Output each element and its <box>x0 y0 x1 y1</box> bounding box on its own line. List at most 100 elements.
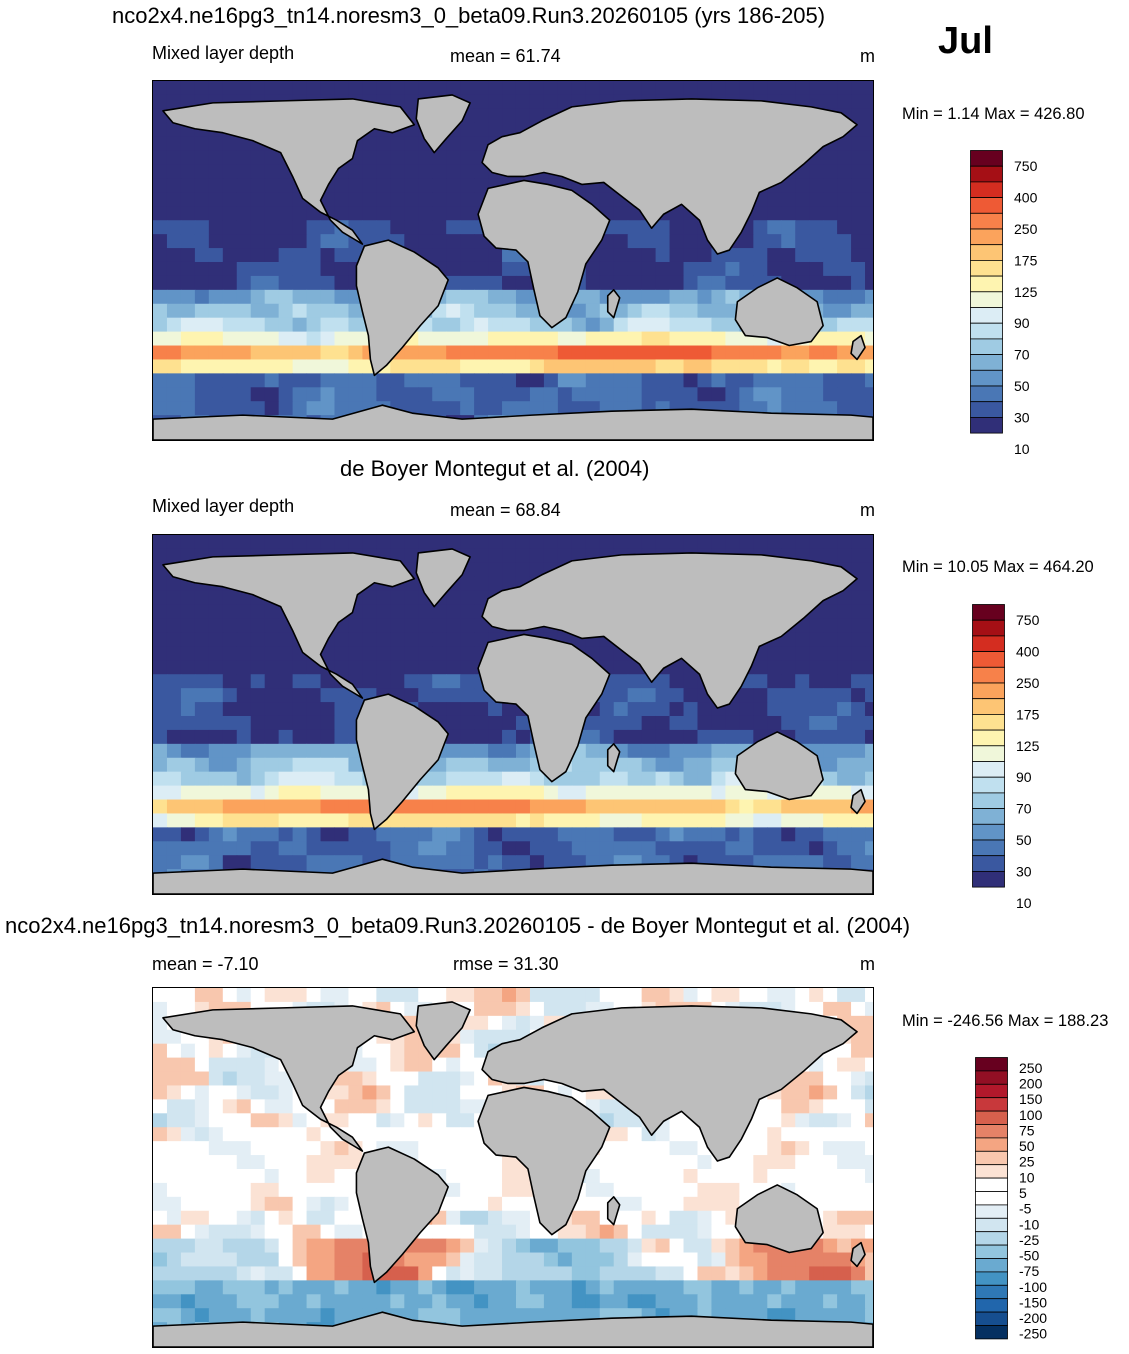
ocean-cell <box>837 359 852 374</box>
ocean-cell <box>641 813 657 828</box>
ocean-cell <box>320 1099 335 1114</box>
ocean-cell <box>474 81 489 96</box>
ocean-cell <box>795 632 810 647</box>
ocean-cell <box>250 1210 266 1226</box>
ocean-cell <box>613 988 629 1003</box>
ocean-cell <box>641 1196 657 1212</box>
ocean-cell <box>683 1182 698 1198</box>
ocean-cell <box>348 535 363 550</box>
ocean-cell <box>348 1266 363 1281</box>
ocean-cell <box>222 785 238 801</box>
ocean-cell <box>809 387 824 402</box>
colorbar-swatch <box>975 1110 1008 1125</box>
ocean-cell <box>571 785 587 801</box>
landmass-greenland <box>415 548 471 608</box>
ocean-cell <box>543 855 559 870</box>
ocean-cell <box>557 1001 573 1017</box>
ocean-cell <box>306 289 322 305</box>
ocean-cell <box>571 1280 587 1295</box>
ocean-cell <box>474 562 489 578</box>
ocean-cell <box>180 841 196 856</box>
panel1-variable-label: Mixed layer depth <box>152 43 295 63</box>
ocean-cell <box>222 1238 238 1254</box>
panel2-map <box>152 534 874 895</box>
ocean-cell <box>320 1196 335 1212</box>
ocean-cell <box>502 1155 517 1170</box>
ocean-cell <box>446 1043 461 1059</box>
ocean-cell <box>306 1168 322 1184</box>
ocean-cell <box>460 604 475 620</box>
ocean-cell <box>488 702 503 717</box>
ocean-cell <box>725 743 740 759</box>
ocean-cell <box>739 373 754 388</box>
landmass-australia <box>734 277 824 347</box>
ocean-cell <box>306 771 322 787</box>
ocean-cell <box>446 1085 461 1100</box>
ocean-cell <box>334 988 349 1003</box>
ocean-cell <box>823 261 838 277</box>
ocean-cell <box>515 1224 531 1240</box>
ocean-cell <box>306 1280 322 1295</box>
ocean-cell <box>208 1238 224 1254</box>
ocean-cell <box>669 1127 685 1142</box>
ocean-cell <box>404 1280 419 1295</box>
ocean-cell <box>488 359 503 374</box>
ocean-cell <box>180 234 196 249</box>
ocean-cell <box>320 373 335 388</box>
ocean-cell <box>292 1196 308 1212</box>
ocean-cell <box>153 275 168 291</box>
ocean-cell <box>669 674 685 689</box>
ocean-cell <box>306 1127 322 1142</box>
ocean-cell <box>208 164 224 179</box>
ocean-cell <box>795 660 810 675</box>
ocean-cell <box>767 799 782 814</box>
ocean-cell <box>153 1224 168 1240</box>
ocean-cell <box>753 841 768 856</box>
ocean-cell <box>823 799 838 814</box>
ocean-cell <box>865 1294 873 1309</box>
ocean-cell <box>250 178 266 193</box>
ocean-cell <box>236 1099 252 1114</box>
ocean-cell <box>236 1043 252 1059</box>
ocean-cell <box>236 373 252 388</box>
ocean-cell <box>250 345 266 360</box>
ocean-cell <box>502 94 517 110</box>
colorbar-swatch <box>970 291 1003 308</box>
ocean-cell <box>711 1182 726 1198</box>
ocean-cell <box>180 1127 196 1142</box>
ocean-cell <box>236 206 252 221</box>
ocean-cell <box>851 1001 866 1017</box>
ocean-cell <box>865 1099 873 1114</box>
ocean-cell <box>180 813 196 828</box>
ocean-cell <box>180 1057 196 1073</box>
ocean-cell <box>851 771 866 787</box>
ocean-cell <box>599 317 615 333</box>
ocean-cell <box>194 1113 210 1128</box>
ocean-cell <box>460 234 475 249</box>
ocean-cell <box>739 1280 754 1295</box>
ocean-cell <box>208 206 224 221</box>
ocean-cell <box>641 1210 657 1226</box>
ocean-cell <box>208 646 224 661</box>
ocean-cell <box>250 1224 266 1240</box>
ocean-cell <box>278 1224 294 1240</box>
colorbar-swatch <box>975 1083 1008 1099</box>
ocean-cell <box>851 1155 866 1170</box>
ocean-cell <box>166 345 182 360</box>
ocean-cell <box>641 715 657 731</box>
ocean-cell <box>641 799 657 814</box>
ocean-cell <box>236 1294 252 1309</box>
ocean-cell <box>753 1252 768 1267</box>
ocean-cell <box>166 535 182 550</box>
ocean-cell <box>362 178 377 193</box>
ocean-cell <box>334 660 349 675</box>
ocean-cell <box>795 1155 810 1170</box>
ocean-cell <box>166 303 182 319</box>
ocean-cell <box>474 1224 489 1240</box>
ocean-cell <box>823 401 838 416</box>
ocean-cell <box>404 150 419 166</box>
ocean-cell <box>515 771 531 787</box>
ocean-cell <box>851 1280 866 1295</box>
ocean-cell <box>809 702 824 717</box>
ocean-cell <box>837 136 852 152</box>
